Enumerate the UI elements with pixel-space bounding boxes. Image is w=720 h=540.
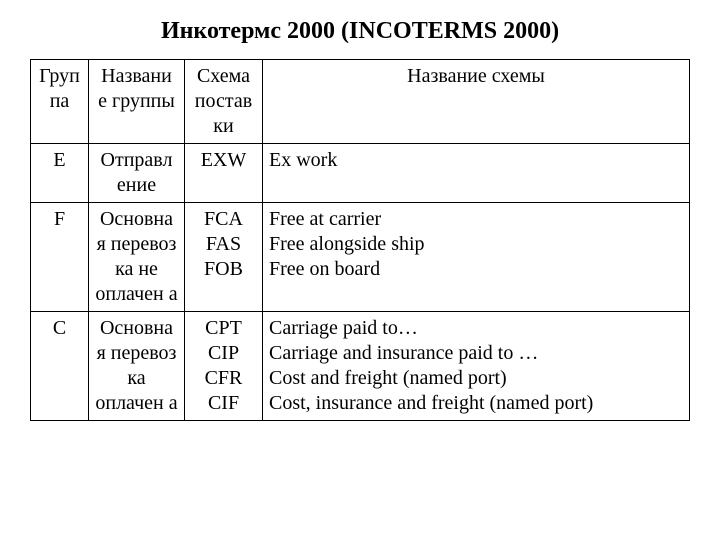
cell-group: C [31, 312, 89, 421]
scheme-code: CFR [191, 366, 256, 391]
col-header-group: Груп па [31, 60, 89, 144]
cell-scheme: FCAFASFOB [185, 203, 263, 312]
cell-scheme-name: Carriage paid to…Carriage and insurance … [263, 312, 690, 421]
scheme-code: FOB [191, 257, 256, 282]
cell-group-name: Основна я перевоз ка оплачен а [89, 312, 185, 421]
cell-scheme-name: Free at carrierFree alongside shipFree o… [263, 203, 690, 312]
scheme-code: CPT [191, 316, 256, 341]
cell-group-name: Основна я перевоз ка не оплачен а [89, 203, 185, 312]
scheme-name: Carriage paid to… [269, 316, 683, 341]
col-header-scheme-name: Название схемы [263, 60, 690, 144]
cell-scheme: CPTCIPCFRCIF [185, 312, 263, 421]
scheme-code: CIP [191, 341, 256, 366]
cell-scheme-name: Ex work [263, 144, 690, 203]
cell-group: F [31, 203, 89, 312]
scheme-name: Ex work [269, 148, 683, 173]
scheme-name: Free on board [269, 257, 683, 282]
table-row: EОтправл ениеEXW Ex work [31, 144, 690, 203]
col-header-group-name: Названи е группы [89, 60, 185, 144]
table-header-row: Груп па Названи е группы Схема постав ки… [31, 60, 690, 144]
table-row: FОсновна я перевоз ка не оплачен аFCAFAS… [31, 203, 690, 312]
page-title: Инкотермс 2000 (INCOTERMS 2000) [30, 18, 690, 45]
scheme-name: Free alongside ship [269, 232, 683, 257]
table-row: CОсновна я перевоз ка оплачен аCPTCIPCFR… [31, 312, 690, 421]
cell-scheme: EXW [185, 144, 263, 203]
scheme-name: Free at carrier [269, 207, 683, 232]
scheme-code: EXW [191, 148, 256, 173]
scheme-name: Carriage and insurance paid to … [269, 341, 683, 366]
col-header-scheme: Схема постав ки [185, 60, 263, 144]
scheme-code: FAS [191, 232, 256, 257]
scheme-code: FCA [191, 207, 256, 232]
incoterms-table: Груп па Названи е группы Схема постав ки… [30, 59, 690, 421]
scheme-code: CIF [191, 391, 256, 416]
cell-group: E [31, 144, 89, 203]
cell-group-name: Отправл ение [89, 144, 185, 203]
scheme-name: Cost, insurance and freight (named port) [269, 391, 683, 416]
scheme-name: Cost and freight (named port) [269, 366, 683, 391]
table-body: EОтправл ениеEXW Ex work FОсновна я перево… [31, 144, 690, 421]
